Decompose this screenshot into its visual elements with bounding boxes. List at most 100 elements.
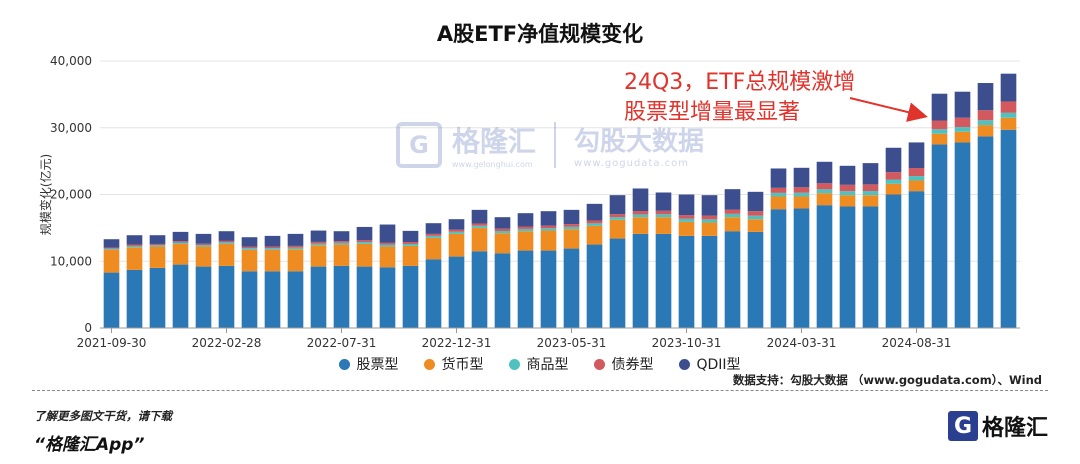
bar-segment bbox=[126, 247, 143, 270]
bar-segment bbox=[839, 195, 856, 207]
bar-segment bbox=[218, 240, 235, 243]
bar-segment bbox=[839, 165, 856, 185]
bar-segment bbox=[724, 189, 741, 210]
bar-segment bbox=[126, 269, 143, 328]
bar-segment bbox=[793, 192, 810, 197]
bar-segment bbox=[126, 245, 143, 248]
bar-segment bbox=[379, 267, 396, 328]
bar-segment bbox=[425, 233, 442, 236]
bar-segment bbox=[954, 127, 971, 132]
bar-segment bbox=[471, 209, 488, 224]
bar-segment bbox=[632, 188, 649, 212]
bar-segment bbox=[218, 243, 235, 266]
bar-segment bbox=[632, 217, 649, 234]
bar-segment bbox=[264, 235, 281, 247]
bar-segment bbox=[977, 120, 994, 126]
chart-legend: 股票型 货币型 商品型 债券型 QDII型 bbox=[0, 354, 1080, 374]
bar-segment bbox=[563, 209, 580, 225]
bar-segment bbox=[494, 217, 511, 229]
annotation-line-1: 24Q3，ETF总规模激增 bbox=[624, 70, 856, 95]
bar-segment bbox=[356, 242, 373, 244]
bar-segment bbox=[1000, 73, 1017, 102]
bar-segment bbox=[195, 246, 212, 267]
x-tick-label: 2023-05-31 bbox=[537, 336, 607, 350]
bar-segment bbox=[517, 228, 534, 232]
bar-segment bbox=[586, 220, 603, 224]
bar-segment bbox=[816, 205, 833, 328]
bar-segment bbox=[402, 243, 419, 246]
y-tick-label: 0 bbox=[84, 321, 92, 335]
bar-segment bbox=[954, 142, 971, 328]
bar-segment bbox=[563, 226, 580, 230]
bar-segment bbox=[908, 142, 925, 169]
bar-segment bbox=[563, 229, 580, 249]
annotation-line-2: 股票型增量最显著 bbox=[624, 100, 801, 125]
bar-segment bbox=[747, 219, 764, 232]
bar-segment bbox=[701, 219, 718, 223]
bar-segment bbox=[241, 237, 258, 247]
bar-segment bbox=[425, 235, 442, 238]
bar-segment bbox=[655, 192, 672, 211]
legend-label: QDII型 bbox=[696, 357, 741, 373]
bar-segment bbox=[287, 245, 304, 248]
bar-segment bbox=[471, 223, 488, 226]
bar-segment bbox=[609, 219, 626, 239]
bar-segment bbox=[218, 231, 235, 241]
bar-segment bbox=[793, 167, 810, 188]
bar-segment bbox=[701, 215, 718, 220]
bar-segment bbox=[862, 184, 879, 192]
bar-segment bbox=[172, 231, 189, 242]
bar-segment bbox=[195, 245, 212, 247]
watermark: G 格隆汇 www.gelonghui.com 勾股大数据 www.goguda… bbox=[396, 120, 704, 169]
watermark-divider bbox=[554, 121, 557, 168]
bar-segment bbox=[839, 206, 856, 328]
bar-segment bbox=[333, 231, 350, 242]
bar-segment bbox=[609, 195, 626, 215]
bar-segment bbox=[172, 241, 189, 243]
bar-segment bbox=[908, 180, 925, 192]
bar-segment bbox=[586, 223, 603, 226]
data-source: 数据支持：勾股大数据 （www.gogudata.com）、Wind bbox=[732, 373, 1042, 387]
annotation-arrow-line bbox=[849, 97, 928, 122]
bar-segment bbox=[885, 172, 902, 180]
legend-label: 债券型 bbox=[611, 357, 654, 373]
bar-segment bbox=[747, 211, 764, 216]
bar-segment bbox=[402, 242, 419, 244]
bar-segment bbox=[149, 246, 166, 268]
bar-segment bbox=[885, 183, 902, 195]
bar-segment bbox=[471, 227, 488, 252]
bar-segment bbox=[517, 231, 534, 251]
bar-segment bbox=[402, 265, 419, 328]
footer-download-text: 了解更多图文干货，请下载 bbox=[34, 409, 172, 423]
bar-segment bbox=[149, 235, 166, 244]
bar-segment bbox=[540, 225, 557, 229]
bar-segment bbox=[264, 248, 281, 250]
bar-segment bbox=[195, 233, 212, 244]
x-tick-label: 2022-02-28 bbox=[192, 336, 262, 350]
bar-segment bbox=[126, 235, 143, 245]
bar-segment bbox=[241, 249, 258, 272]
bar-segment bbox=[310, 241, 327, 244]
bar-segment bbox=[126, 244, 143, 246]
y-tick-label: 20,000 bbox=[50, 188, 92, 202]
x-tick-label: 2024-08-31 bbox=[882, 336, 952, 350]
bar-segment bbox=[425, 237, 442, 260]
bar-segment bbox=[954, 117, 971, 128]
bar-segment bbox=[333, 242, 350, 245]
bar-segment bbox=[931, 120, 948, 130]
bar-segment bbox=[356, 226, 373, 241]
legend-label: 股票型 bbox=[356, 357, 399, 373]
bar-segment bbox=[655, 233, 672, 328]
axes: 0 10,000 20,000 30,000 40,000 规模变化(亿元) 2021-09… bbox=[38, 54, 1020, 350]
bar-segment bbox=[195, 266, 212, 328]
footer-logo: G 格隆汇 bbox=[948, 410, 1048, 442]
legend-item: 商品型 bbox=[509, 354, 568, 374]
bar-segment bbox=[678, 235, 695, 328]
bar-segment bbox=[287, 249, 304, 272]
bar-segment bbox=[701, 195, 718, 216]
bar-segment bbox=[379, 224, 396, 243]
bar-segment bbox=[264, 246, 281, 249]
bar-segment bbox=[494, 228, 511, 232]
bar-segment bbox=[816, 189, 833, 194]
bar-segment bbox=[816, 161, 833, 184]
